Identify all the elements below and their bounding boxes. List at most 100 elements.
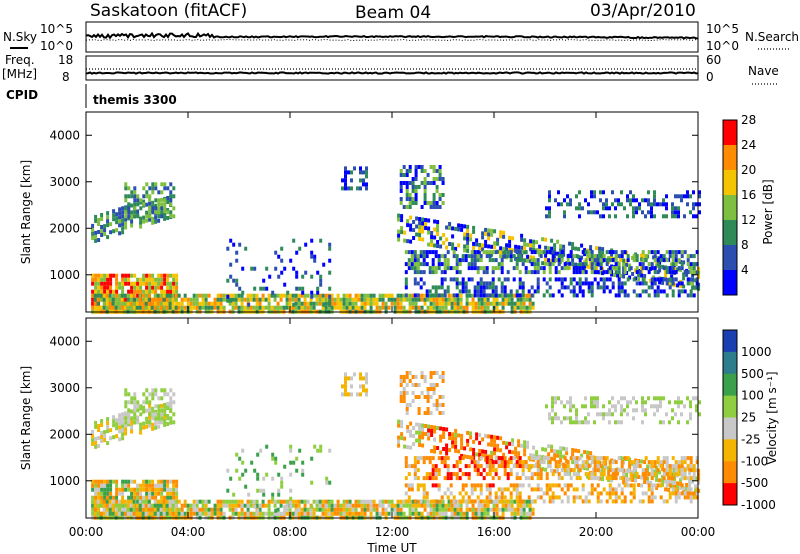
echo-cell <box>620 491 624 496</box>
echo-cell <box>353 166 356 171</box>
echo-cell <box>614 266 618 271</box>
echo-cell <box>432 201 436 205</box>
echo-cell <box>189 507 193 512</box>
echo-cell <box>692 214 695 219</box>
echo-cell <box>411 301 415 306</box>
echo-cell <box>533 266 537 271</box>
echo-cell <box>417 383 421 387</box>
echo-cell <box>454 436 458 441</box>
echo-cell <box>671 277 675 282</box>
echo-cell <box>397 233 401 238</box>
echo-cell <box>683 476 687 481</box>
echo-cell <box>183 297 187 302</box>
echo-cell <box>132 499 136 504</box>
echo-cell <box>614 468 618 473</box>
echo-cell <box>151 487 155 492</box>
echo-cell <box>97 273 101 278</box>
echo-cell <box>487 232 491 237</box>
echo-cell <box>523 448 527 453</box>
echo-cell <box>297 293 301 298</box>
echo-cell <box>424 226 428 230</box>
echo-cell <box>692 270 696 275</box>
echo-cell <box>280 476 284 481</box>
echo-cell <box>689 412 692 417</box>
echo-cell <box>404 270 408 275</box>
echo-cell <box>289 472 293 477</box>
echo-cell <box>476 281 480 286</box>
echo-cell <box>528 297 532 302</box>
echo-cell <box>455 285 459 290</box>
echo-cell <box>617 262 621 267</box>
echo-cell <box>118 421 122 426</box>
time-axis-label: Time UT <box>366 541 417 554</box>
echo-cell <box>441 305 445 310</box>
echo-cell <box>419 285 423 290</box>
velocity-colorbar-label: Velocity [m s⁻¹] <box>765 371 779 464</box>
echo-cell <box>276 499 280 504</box>
echo-cell <box>106 421 110 426</box>
echo-cell <box>359 384 362 389</box>
echo-cell <box>483 305 487 310</box>
echo-cell <box>425 250 429 255</box>
echo-cell <box>533 499 537 504</box>
echo-cell <box>584 277 588 282</box>
echo-cell <box>566 416 569 421</box>
echo-cell <box>333 301 337 306</box>
echo-cell <box>466 438 470 443</box>
echo-cell <box>434 293 438 298</box>
echo-cell <box>527 476 531 481</box>
echo-cell <box>448 436 452 440</box>
echo-cell <box>407 258 411 263</box>
echo-cell <box>616 273 620 278</box>
echo-cell <box>539 254 543 259</box>
echo-cell <box>105 503 109 508</box>
echo-cell <box>614 460 618 465</box>
echo-cell <box>602 412 605 417</box>
echo-cell <box>124 388 128 393</box>
echo-cell <box>646 480 650 485</box>
echo-cell <box>112 495 116 500</box>
echo-cell <box>674 468 678 473</box>
echo-cell <box>201 293 205 298</box>
echo-cell <box>422 281 426 286</box>
echo-cell <box>163 487 167 492</box>
echo-cell <box>226 468 230 473</box>
echo-cell <box>124 420 128 425</box>
echo-cell <box>467 476 471 481</box>
echo-cell <box>154 404 158 409</box>
echo-cell <box>683 460 687 465</box>
echo-cell <box>172 214 176 219</box>
echo-cell <box>620 285 624 290</box>
echo-cell <box>414 507 418 512</box>
echo-cell <box>632 483 636 488</box>
echo-cell <box>530 250 534 255</box>
echo-cell <box>584 404 587 409</box>
echo-cell <box>619 258 623 262</box>
echo-cell <box>505 441 509 446</box>
echo-cell <box>512 254 516 259</box>
echo-cell <box>151 416 155 421</box>
echo-cell <box>671 270 675 275</box>
echo-cell <box>572 456 576 461</box>
echo-cell <box>523 250 527 255</box>
echo-cell <box>328 500 332 505</box>
echo-cell <box>106 425 110 430</box>
echo-cell <box>455 476 459 481</box>
echo-cell <box>518 499 522 504</box>
echo-cell <box>130 416 134 421</box>
echo-cell <box>560 277 564 282</box>
echo-cell <box>344 170 347 175</box>
echo-cell <box>422 491 426 496</box>
echo-cell <box>509 491 513 496</box>
echo-cell <box>550 444 554 449</box>
echo-cell <box>467 266 471 271</box>
echo-cell <box>94 420 98 425</box>
echo-cell <box>568 241 572 246</box>
echo-cell <box>476 285 480 290</box>
echo-cell <box>560 250 564 255</box>
echo-cell <box>231 499 235 504</box>
echo-cell <box>416 460 420 465</box>
echo-cell <box>142 499 146 504</box>
echo-cell <box>485 460 489 465</box>
echo-cell <box>345 503 349 508</box>
